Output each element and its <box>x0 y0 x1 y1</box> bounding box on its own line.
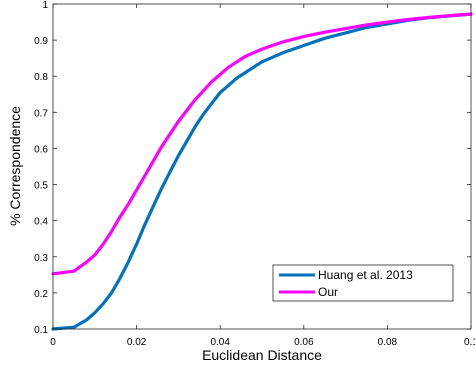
legend-box <box>272 264 454 302</box>
y-tick-label: 0.5 <box>34 181 48 192</box>
y-tick-label: 0.7 <box>34 108 48 119</box>
series-line-our <box>51 12 473 276</box>
x-tick-label: 0.04 <box>210 337 230 348</box>
series-layer <box>51 12 473 331</box>
y-tick-label: 0.6 <box>34 144 48 155</box>
legend-label-our: Our <box>318 285 338 299</box>
y-tick-label: 0.1 <box>34 325 48 336</box>
y-tick-label: 0.9 <box>34 36 48 47</box>
y-tick-label: 0.8 <box>34 72 48 83</box>
x-tick-label: 0 <box>50 337 56 348</box>
series-line-huang <box>51 12 473 331</box>
x-tick-label: 0.02 <box>127 337 147 348</box>
plot-frame <box>52 3 472 330</box>
y-tick-label: 0.2 <box>34 289 48 300</box>
x-tick-label: 0.08 <box>378 337 398 348</box>
legend: Huang et al. 2013 Our <box>272 264 454 302</box>
y-axis-label: % Correspondence <box>7 106 23 226</box>
y-axis-ticks: 0.1 0.2 0.3 0.4 0.5 0.6 0.7 0.8 0.9 1 <box>34 0 471 336</box>
legend-label-huang: Huang et al. 2013 <box>318 268 413 282</box>
x-axis-label: Euclidean Distance <box>202 347 322 363</box>
y-tick-label: 0.3 <box>34 253 48 264</box>
y-tick-label: 0.4 <box>34 217 48 228</box>
x-tick-label: 0.1 <box>464 337 475 348</box>
x-tick-label: 0.06 <box>294 337 314 348</box>
y-tick-label: 1 <box>42 0 48 11</box>
